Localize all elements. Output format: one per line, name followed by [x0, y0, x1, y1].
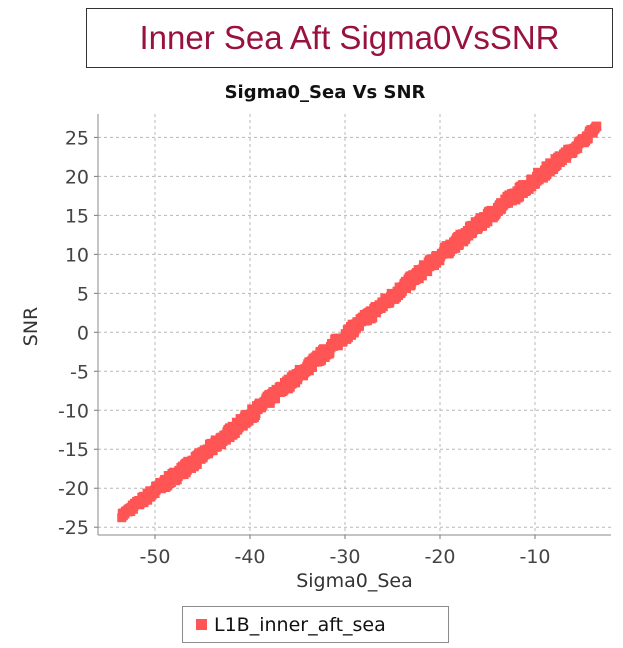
y-tick-label: 5	[77, 283, 89, 305]
axes	[94, 114, 611, 539]
y-tick-label: 15	[65, 205, 89, 227]
y-tick-label: -5	[70, 361, 89, 383]
data-points	[117, 121, 602, 523]
x-tick-label: -20	[424, 546, 455, 568]
y-tick-label: 25	[65, 127, 89, 149]
y-tick-label: 20	[65, 166, 89, 188]
data-point	[483, 217, 493, 227]
y-tick-label: -15	[58, 439, 89, 461]
grid-lines	[98, 114, 611, 535]
y-axis-label: SNR	[20, 307, 42, 346]
data-point	[592, 121, 602, 131]
x-axis-label: Sigma0_Sea	[296, 570, 413, 592]
x-tick-label: -30	[329, 546, 360, 568]
data-point	[271, 394, 281, 404]
y-tick-label: 10	[65, 244, 89, 266]
data-point	[192, 459, 202, 469]
y-tick-label: 0	[77, 322, 89, 344]
x-tick-label: -50	[139, 546, 170, 568]
data-point	[307, 362, 317, 372]
legend: L1B_inner_aft_sea	[182, 606, 449, 643]
data-point	[583, 133, 593, 143]
scatter-chart: Sigma0_Sea Vs SNR -50 -40 -30 -20 -10-25-20-…	[20, 82, 611, 592]
data-point	[573, 143, 583, 153]
data-point	[368, 313, 378, 323]
data-point	[423, 267, 433, 277]
chart-title: Sigma0_Sea Vs SNR	[225, 82, 426, 103]
y-tick-label: -20	[58, 478, 89, 500]
data-point	[417, 271, 427, 281]
y-tick-label: -25	[58, 517, 89, 539]
data-point	[325, 348, 335, 358]
y-tick-label: -10	[58, 400, 89, 422]
chart-header-title: Inner Sea Aft Sigma0VsSNR	[139, 19, 560, 56]
x-tick-label: -40	[234, 546, 265, 568]
legend-swatch	[196, 619, 207, 630]
chart-header-box: Inner Sea Aft Sigma0VsSNR	[86, 8, 613, 68]
x-tick-label: -10	[519, 546, 550, 568]
legend-label: L1B_inner_aft_sea	[214, 613, 386, 636]
